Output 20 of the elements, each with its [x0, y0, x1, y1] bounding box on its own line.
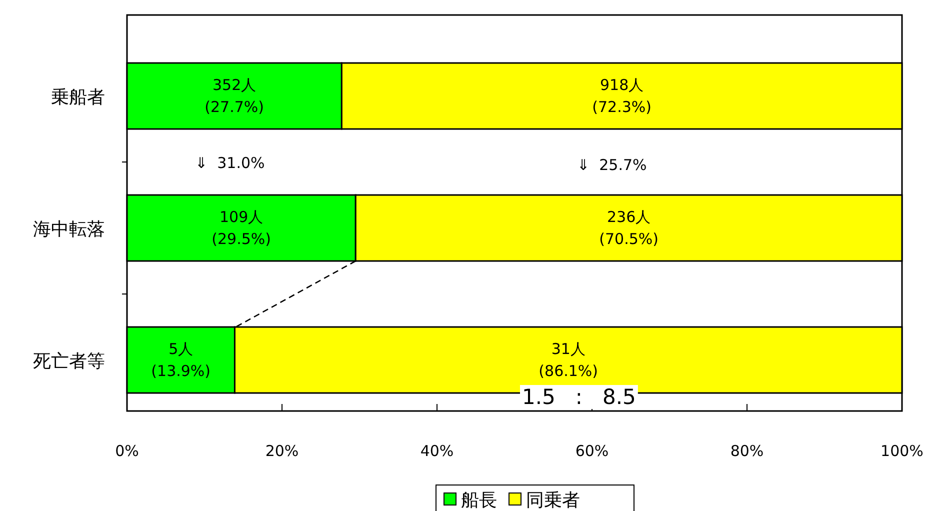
y-tick-label: 死亡者等	[33, 351, 105, 372]
data-label: 109人 (29.5%)	[212, 208, 271, 248]
annotation: ⇓ 31.0%	[195, 154, 265, 172]
annotation: ⇓ 25.7%	[577, 156, 647, 174]
x-tick-label: 0%	[115, 442, 139, 460]
data-label: 918人 (72.3%)	[592, 76, 652, 116]
data-label: 352人 (27.7%)	[204, 76, 264, 116]
data-label: 5人 (13.9%)	[151, 340, 211, 380]
y-tick-label: 乗船者	[51, 87, 105, 108]
x-tick-label: 60%	[575, 442, 609, 460]
y-tick-label: 海中転落	[33, 219, 105, 240]
x-tick-label: 20%	[265, 442, 299, 460]
x-tick-label: 80%	[730, 442, 764, 460]
annotation: 1.5 : 8.5	[522, 385, 636, 409]
data-label: 31人 (86.1%)	[538, 340, 598, 380]
legend-label: 船長	[461, 490, 497, 511]
legend-label: 同乗者	[526, 490, 580, 511]
x-tick-label: 100%	[880, 442, 924, 460]
data-label: 236人 (70.5%)	[599, 208, 658, 248]
x-tick-label: 40%	[420, 442, 454, 460]
